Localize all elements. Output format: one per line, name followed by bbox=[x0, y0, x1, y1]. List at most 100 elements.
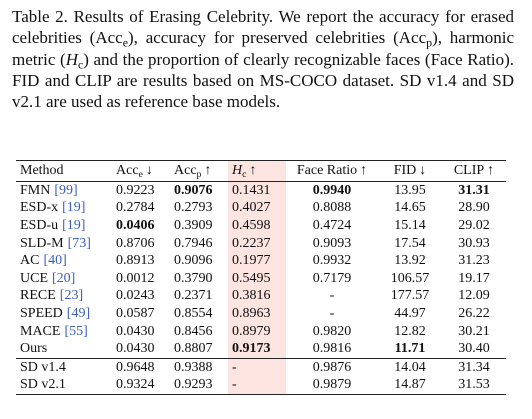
table-row: ESD-x [19] 0.2784 0.2793 0.4027 0.8088 14.65 28… bbox=[16, 199, 506, 218]
method-cell: RECE [23] bbox=[16, 288, 112, 306]
method-cell: SPEED [49] bbox=[16, 305, 112, 323]
value-cell: 0.2371 bbox=[174, 288, 213, 304]
header-text-sub: c bbox=[242, 168, 247, 180]
table-row: FMN [99] 0.9223 0.9076 0.1431 0.9940 13.95 31.3… bbox=[16, 181, 506, 200]
caption-run: Table 2. Results of Erasing Celebrity. W… bbox=[12, 7, 514, 48]
method-cell: SLD-M [73] bbox=[16, 235, 112, 253]
caption-run-sub: p bbox=[426, 35, 433, 50]
value-cell: 19.17 bbox=[458, 270, 490, 286]
value-cell: 0.4598 bbox=[228, 217, 286, 235]
caption-run-sub: e bbox=[122, 35, 128, 50]
value-cell: 0.2784 bbox=[116, 200, 155, 216]
caption-run: H bbox=[65, 49, 78, 69]
method-cell: SD v2.1 bbox=[16, 377, 112, 395]
value-cell: 0.7179 bbox=[312, 270, 352, 286]
table-header: Method Acce ↓ Accp ↑ Hc ↑ Face Ratio ↑ FID ↓ CLIP ↑ bbox=[16, 160, 506, 182]
value-cell: 0.8963 bbox=[228, 305, 286, 323]
table-row: Ours 0.0430 0.8807 0.9173 0.9816 11.71 30.40 bbox=[16, 340, 506, 359]
value-cell: 0.9096 bbox=[174, 253, 213, 269]
header-text-arrow: ↑ bbox=[360, 163, 368, 178]
value-cell: 0.8979 bbox=[228, 322, 286, 341]
value-cell: - bbox=[329, 305, 335, 321]
header-cell: CLIP ↑ bbox=[442, 161, 506, 182]
method-name: UCE bbox=[20, 270, 48, 286]
caption-run: ), accuracy for preserved celebrities ( bbox=[127, 28, 399, 48]
value-cell: 0.2237 bbox=[228, 234, 286, 253]
method-name: SD v2.1 bbox=[20, 377, 66, 393]
value-cell: 0.4027 bbox=[228, 199, 286, 218]
value-cell: - bbox=[228, 358, 286, 377]
citation: [20] bbox=[52, 270, 76, 286]
citation: [19] bbox=[62, 217, 86, 233]
value-cell: 0.3790 bbox=[174, 270, 213, 286]
method-cell: MACE [55] bbox=[16, 323, 112, 341]
results-table: Method Acce ↓ Accp ↑ Hc ↑ Face Ratio ↑ FID ↓ CLIP ↑ … bbox=[16, 160, 506, 395]
value-cell: 0.1977 bbox=[228, 252, 286, 270]
method-name: ESD-x bbox=[20, 200, 59, 216]
method-name: AC bbox=[20, 253, 40, 269]
value-cell: 0.9076 bbox=[174, 182, 213, 198]
header-text: Acc bbox=[174, 163, 197, 178]
value-cell: 0.9879 bbox=[312, 377, 352, 393]
value-cell: 29.02 bbox=[458, 217, 490, 233]
method-cell: SD v1.4 bbox=[16, 358, 112, 376]
value-cell: 0.8913 bbox=[116, 253, 155, 269]
method-name: MACE bbox=[20, 323, 61, 339]
citation: [49] bbox=[66, 305, 91, 321]
header-text-arrow: ↓ bbox=[419, 163, 427, 178]
value-cell: 26.22 bbox=[458, 305, 490, 321]
value-cell: 31.31 bbox=[458, 182, 490, 198]
value-cell: 0.9388 bbox=[174, 359, 213, 375]
value-cell: 177.57 bbox=[390, 288, 430, 304]
value-cell: 0.5495 bbox=[228, 269, 286, 288]
citation: [19] bbox=[62, 200, 86, 216]
value-cell: 0.1431 bbox=[228, 181, 286, 200]
method-name: Ours bbox=[20, 341, 48, 357]
header-cell: FID ↓ bbox=[378, 161, 442, 182]
value-cell: 0.0430 bbox=[116, 323, 155, 339]
value-cell: 31.23 bbox=[458, 253, 490, 269]
method-name: FMN bbox=[20, 182, 51, 198]
value-cell: 0.8456 bbox=[174, 323, 213, 339]
header-text: FID bbox=[393, 163, 417, 178]
value-cell: 17.54 bbox=[394, 235, 426, 251]
caption-run-sub: c bbox=[77, 57, 84, 72]
method-cell: UCE [20] bbox=[16, 270, 112, 288]
value-cell: 11.71 bbox=[394, 341, 426, 357]
value-cell: 0.3816 bbox=[228, 287, 286, 306]
value-cell: 0.9648 bbox=[116, 359, 155, 375]
header-text: Acc bbox=[116, 163, 139, 178]
value-cell: 14.04 bbox=[394, 359, 426, 375]
table-row: AC [40] 0.8913 0.9096 0.1977 0.9932 13.92 31.23 bbox=[16, 252, 506, 270]
header-text: H bbox=[232, 163, 243, 178]
value-cell: 0.3909 bbox=[174, 217, 213, 233]
header-text-arrow: ↑ bbox=[249, 163, 257, 178]
table-row: SPEED [49] 0.0587 0.8554 0.8963-44.97 26.22 bbox=[16, 305, 506, 323]
method-name: SD v1.4 bbox=[20, 359, 66, 375]
value-cell: 0.2793 bbox=[174, 200, 213, 216]
table-row: MACE [55] 0.0430 0.8456 0.8979 0.9820 12.82 30.… bbox=[16, 322, 506, 341]
header-text-sub: p bbox=[196, 168, 202, 180]
value-cell: - bbox=[228, 376, 286, 395]
method-cell: AC [40] bbox=[16, 252, 112, 270]
value-cell: 0.4724 bbox=[312, 217, 352, 233]
value-cell: 0.0243 bbox=[116, 288, 155, 304]
value-cell: 12.09 bbox=[458, 288, 490, 304]
value-cell: 12.82 bbox=[394, 323, 426, 339]
method-name: ESD-u bbox=[20, 217, 59, 233]
method-name: SLD-M bbox=[20, 235, 64, 251]
value-cell: 44.97 bbox=[394, 305, 426, 321]
header-text: Face Ratio bbox=[296, 163, 358, 178]
header-cell: Accp ↑ bbox=[170, 161, 228, 182]
value-cell: 30.40 bbox=[458, 341, 490, 357]
citation: [73] bbox=[67, 235, 91, 251]
header-cell: Acce ↓ bbox=[112, 161, 170, 182]
citation: [99] bbox=[54, 182, 78, 198]
header-text: Method bbox=[20, 163, 64, 178]
header-cell: Face Ratio ↑ bbox=[286, 161, 378, 182]
table-row: SLD-M [73] 0.8706 0.7946 0.2237 0.9093 17.54 30… bbox=[16, 234, 506, 253]
value-cell: 30.93 bbox=[458, 235, 490, 251]
value-cell: 0.9820 bbox=[312, 323, 352, 339]
citation: [23] bbox=[59, 288, 84, 304]
